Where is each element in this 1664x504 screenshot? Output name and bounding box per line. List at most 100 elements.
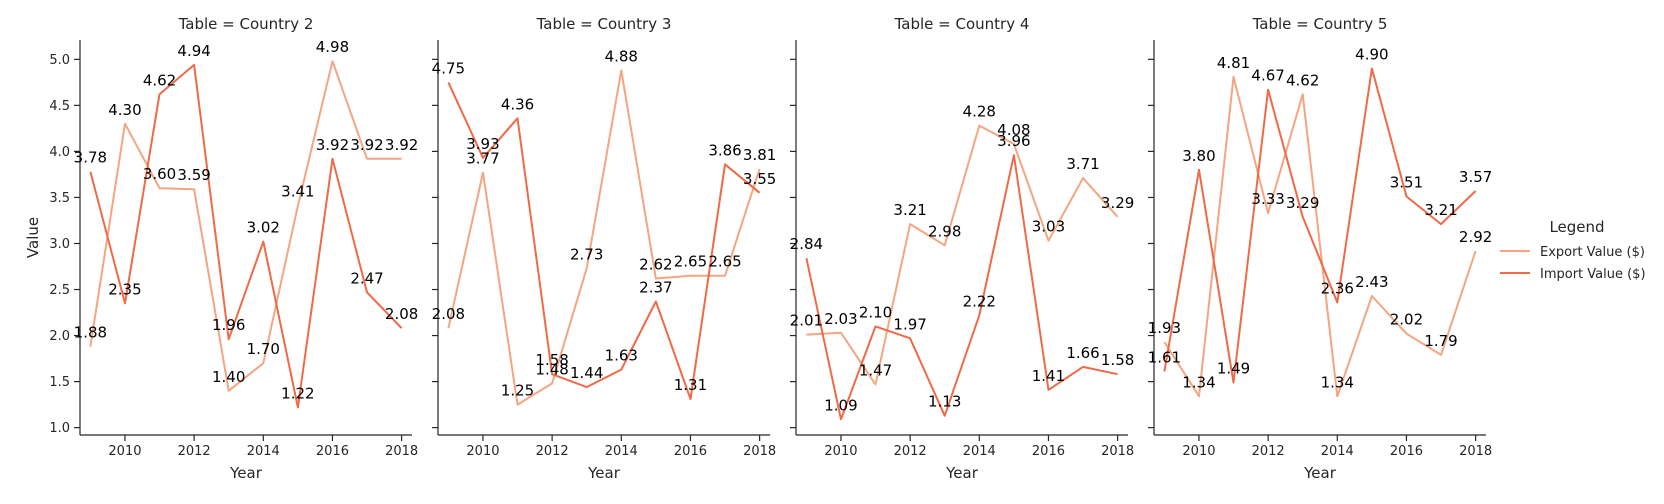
x-tick-label: 2016 — [674, 444, 707, 459]
data-label: 1.70 — [247, 340, 280, 358]
panel-title: Table = Country 5 — [1252, 15, 1388, 33]
data-label: 3.71 — [1066, 155, 1099, 173]
data-label: 1.44 — [570, 364, 603, 382]
data-label: 1.58 — [535, 351, 568, 369]
data-label: 4.36 — [501, 95, 534, 113]
panel-2: Table = Country 3 2010 2012 2014 2016 2018 Yea… — [432, 15, 777, 482]
data-label: 1.09 — [824, 396, 857, 414]
x-axis-label: Year — [587, 464, 621, 482]
y-tick-label: 2.0 — [49, 329, 70, 344]
x-tick-label: 2014 — [1321, 444, 1354, 459]
data-label: 2.92 — [1459, 228, 1492, 246]
data-label: 2.22 — [963, 292, 996, 310]
data-label: 3.81 — [743, 146, 776, 164]
x-tick-label: 2014 — [605, 444, 638, 459]
x-tick-label: 2018 — [385, 444, 418, 459]
data-label: 1.88 — [74, 324, 107, 342]
legend: Legend Export Value ($) Import Value ($) — [1500, 218, 1646, 282]
data-label: 2.10 — [859, 303, 892, 321]
data-label: 3.60 — [143, 165, 176, 183]
data-label: 3.96 — [997, 132, 1030, 150]
data-label: 4.98 — [316, 38, 349, 56]
x-tick-label: 2012 — [894, 444, 927, 459]
data-label: 4.88 — [605, 47, 638, 65]
data-label: 3.92 — [316, 136, 349, 154]
x-tick-label: 2016 — [1032, 444, 1065, 459]
y-tick-label: 4.0 — [49, 145, 70, 160]
data-label: 1.93 — [1148, 319, 1181, 337]
panel-1: Table = Country 2 1.0 1.5 2.0 2.5 3.0 3.5 4.0 4.… — [49, 15, 418, 482]
legend-label: Import Value ($) — [1540, 267, 1646, 282]
data-label: 1.47 — [859, 361, 892, 379]
data-label: 3.55 — [743, 170, 776, 188]
x-axis-label: Year — [1303, 464, 1337, 482]
legend-title: Legend — [1549, 218, 1604, 236]
series-line-export — [1163, 75, 1477, 398]
panel-title: Table = Country 4 — [894, 15, 1030, 33]
data-label: 3.86 — [708, 141, 741, 159]
x-tick-label: 2010 — [1182, 444, 1215, 459]
y-tick-label: 4.5 — [49, 99, 70, 114]
panel-3: Table = Country 4 2010 2012 2014 2016 2018 Yea… — [790, 15, 1135, 482]
y-tick-label: 3.5 — [49, 191, 70, 206]
series-line-import — [1163, 67, 1477, 384]
legend-label: Export Value ($) — [1540, 245, 1645, 260]
data-label: 1.22 — [281, 384, 314, 402]
x-tick-label: 2014 — [963, 444, 996, 459]
data-label: 2.35 — [108, 280, 141, 298]
data-label: 3.41 — [281, 183, 314, 201]
data-label: 4.81 — [1217, 54, 1250, 72]
y-tick-label: 3.0 — [49, 237, 70, 252]
data-label: 1.31 — [674, 376, 707, 394]
x-tick-label: 2016 — [316, 444, 349, 459]
series-line-import — [447, 81, 761, 401]
x-tick-label: 2012 — [178, 444, 211, 459]
data-label: 2.65 — [708, 253, 741, 271]
data-label: 3.77 — [466, 150, 499, 168]
data-label: 4.67 — [1251, 67, 1284, 85]
data-label: 1.79 — [1424, 332, 1457, 350]
data-label: 1.34 — [1321, 373, 1354, 391]
series-line-export — [806, 124, 1119, 386]
data-label: 2.01 — [790, 312, 823, 330]
data-label: 3.59 — [177, 166, 210, 184]
data-label: 2.36 — [1321, 279, 1354, 297]
series-line-export — [89, 60, 402, 392]
panel-title: Table = Country 2 — [178, 15, 314, 33]
data-label: 3.80 — [1182, 147, 1215, 165]
data-label: 3.92 — [385, 136, 418, 154]
data-label: 3.02 — [247, 219, 280, 237]
data-label: 3.33 — [1251, 190, 1284, 208]
data-label: 2.73 — [570, 245, 603, 263]
panel-4: Table = Country 5 2010 2012 2014 2016 2018 Yea… — [1148, 15, 1493, 482]
y-tick-label: 2.5 — [49, 283, 70, 298]
data-label: 1.48 — [535, 360, 568, 378]
y-tick-label: 5.0 — [49, 53, 70, 68]
x-tick-label: 2014 — [247, 444, 280, 459]
x-axis-label: Year — [229, 464, 263, 482]
panel-title: Table = Country 3 — [536, 15, 672, 33]
data-label: 4.30 — [108, 101, 141, 119]
data-label: 1.41 — [1032, 367, 1065, 385]
series-line-import — [89, 63, 403, 409]
data-label: 2.03 — [824, 310, 857, 328]
data-label: 1.58 — [1101, 351, 1134, 369]
data-label: 4.90 — [1355, 46, 1388, 64]
data-label: 3.92 — [350, 136, 383, 154]
data-label: 3.93 — [466, 135, 499, 153]
data-label: 1.63 — [605, 347, 638, 365]
data-label: 3.21 — [1424, 201, 1457, 219]
data-label: 4.62 — [1286, 71, 1319, 89]
data-label: 4.62 — [143, 71, 176, 89]
x-tick-label: 2016 — [1390, 444, 1423, 459]
data-label: 3.03 — [1032, 218, 1065, 236]
data-label: 2.08 — [385, 305, 418, 323]
data-label: 2.37 — [639, 278, 672, 296]
data-label: 2.47 — [350, 269, 383, 287]
y-tick-label: 1.0 — [49, 421, 70, 436]
x-tick-label: 2012 — [1252, 444, 1285, 459]
series-line-import — [805, 154, 1118, 421]
x-tick-label: 2018 — [1101, 444, 1134, 459]
x-tick-label: 2012 — [536, 444, 569, 459]
